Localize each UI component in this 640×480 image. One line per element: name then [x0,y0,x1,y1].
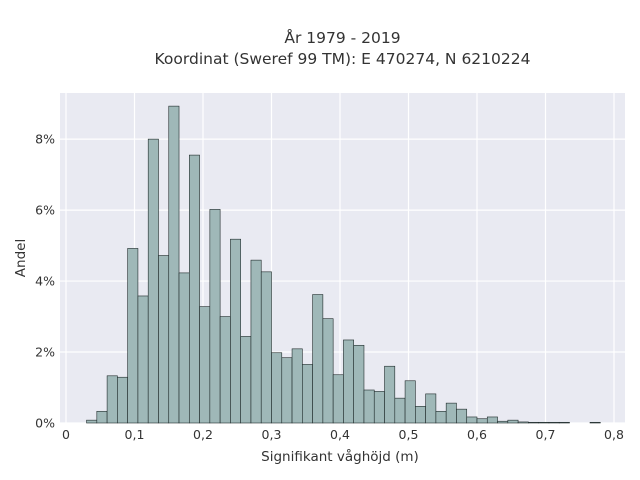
histogram-bar [415,406,426,424]
histogram-bar [497,420,509,424]
histogram-bar [404,380,416,424]
histogram-bar [302,364,313,424]
histogram-bar [548,421,560,424]
histogram-bar [250,259,262,424]
histogram-bar [312,294,324,424]
histogram-bar [538,421,550,424]
histogram-bar [476,418,488,424]
histogram-bar [230,238,241,424]
histogram-bar [343,339,354,424]
histogram-bar [456,408,468,424]
histogram-bar [189,154,200,424]
histogram-bar [435,410,447,424]
histogram-bar [486,416,498,424]
x-tick-label: 0,6 [467,427,487,442]
histogram-bar [147,138,159,424]
x-tick-label: 0,5 [399,427,419,442]
histogram-bar [127,248,139,424]
histogram-bar [332,374,344,424]
histogram-bars [86,105,601,424]
histogram-bar [168,105,180,424]
x-tick-label: 0 [62,427,70,442]
x-tick-label: 0,7 [536,427,556,442]
y-axis-ticks: 0% 2% 4% 6% 8% [35,132,55,431]
chart-title: År 1979 - 2019 [284,29,401,47]
histogram-bar [353,344,365,424]
histogram-bar [507,419,519,424]
chart-title-block: År 1979 - 2019 Koordinat (Sweref 99 TM):… [0,28,640,70]
histogram-bar [178,272,190,424]
histogram-bar [384,365,396,424]
chart-subtitle: Koordinat (Sweref 99 TM): E 470274, N 62… [154,50,531,68]
x-axis-ticks: 0 0,1 0,2 0,3 0,4 0,5 0,6 0,7 0,8 [62,427,624,442]
histogram-bar [363,389,375,424]
histogram-bar [117,376,128,424]
histogram-bar [199,306,211,424]
x-tick-label: 0,4 [330,427,350,442]
y-tick-label: 2% [35,345,55,360]
histogram-bar [394,397,406,424]
y-tick-label: 8% [35,132,55,147]
y-tick-label: 4% [35,274,55,289]
x-tick-label: 0,3 [262,427,282,442]
x-tick-label: 0,8 [604,427,624,442]
histogram-bar [291,348,303,424]
histogram-bar [260,271,272,424]
histogram-bar [137,295,149,424]
histogram-bar [425,393,437,424]
x-tick-label: 0,1 [125,427,145,442]
histogram-bar [589,421,601,424]
histogram-bar [209,209,221,424]
y-axis-label: Andel [13,239,29,277]
histogram-bar [373,391,385,424]
histogram-bar [271,352,283,424]
histogram-bar [158,255,170,424]
histogram-bar [96,410,108,424]
histogram-bar [445,402,457,424]
histogram-bar [528,421,539,424]
y-tick-label: 0% [35,416,55,431]
x-tick-label: 0,2 [193,427,213,442]
histogram-bar [106,375,118,424]
histogram-bar [86,419,98,424]
histogram-bar [558,421,570,424]
histogram-bar [281,357,293,424]
y-tick-label: 6% [35,203,55,218]
x-axis-label: Signifikant våghöjd (m) [261,448,419,465]
histogram-bar [466,416,478,424]
histogram-bar [322,318,334,424]
histogram-bar [517,421,529,424]
histogram-bar [219,316,231,424]
histogram-bar [240,336,252,424]
